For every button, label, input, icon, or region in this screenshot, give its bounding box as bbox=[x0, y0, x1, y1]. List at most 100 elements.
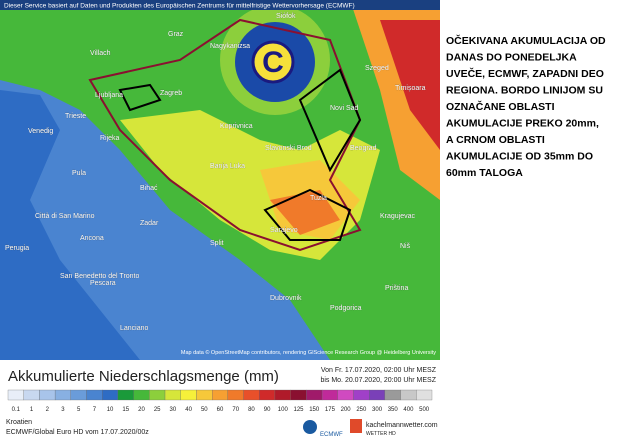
city-label: Siófok bbox=[276, 13, 296, 20]
legend-value: 0.1 bbox=[12, 407, 21, 413]
city-label: Dubrovnik bbox=[270, 295, 302, 302]
note-line: AKUMULACIJE PREKO 20mm, bbox=[446, 118, 599, 130]
legend-swatch bbox=[54, 389, 71, 401]
city-label: Nagykanizsa bbox=[210, 43, 250, 50]
legend-swatch bbox=[290, 389, 307, 401]
legend-value: 70 bbox=[232, 407, 239, 413]
city-label: Koprivnica bbox=[220, 123, 253, 130]
note-line: OZNAČANE OBLASTI bbox=[446, 100, 555, 113]
legend-value: 30 bbox=[170, 407, 177, 413]
note-line: OČEKIVANA AKUMULACIJA OD bbox=[446, 34, 606, 47]
city-label: Tuzla bbox=[310, 195, 327, 202]
note-line: UVEČE, ECMWF, ZAPADNI DEO bbox=[446, 67, 604, 80]
legend-value: 175 bbox=[325, 407, 336, 413]
city-label: Venedig bbox=[28, 128, 53, 135]
city-label: Città di San Marino bbox=[35, 213, 95, 220]
time-from: Von Fr. 17.07.2020, 02:00 Uhr MESZ bbox=[321, 367, 437, 374]
legend-swatch bbox=[306, 389, 323, 401]
legend-value: 5 bbox=[77, 407, 81, 413]
note-line: AKUMULACIJE OD 35mm DO bbox=[446, 151, 593, 163]
legend-title: Akkumulierte Niederschlagsmenge (mm) bbox=[8, 368, 279, 385]
legend-value: 50 bbox=[201, 407, 208, 413]
header: Dieser Service basiert auf Daten und Pro… bbox=[4, 3, 355, 10]
city-label: Priština bbox=[385, 285, 408, 292]
legend-value: 200 bbox=[341, 407, 352, 413]
legend-value: 60 bbox=[217, 407, 224, 413]
legend-swatch bbox=[416, 389, 433, 401]
note-line: 60mm TALOGA bbox=[446, 167, 523, 179]
city-label: Bihać bbox=[140, 185, 158, 192]
city-label: Split bbox=[210, 240, 224, 247]
city-label: Zadar bbox=[140, 220, 159, 227]
legend-value: 40 bbox=[185, 407, 192, 413]
city-label: Ljubljana bbox=[95, 92, 123, 99]
legend-swatch bbox=[259, 389, 276, 401]
legend-value: 1 bbox=[30, 407, 34, 413]
site: kachelmannwetter.com bbox=[366, 422, 438, 429]
model: ECMWF/Global Euro HD vom 17.07.2020/00z bbox=[6, 429, 149, 436]
cyclone-symbol: C bbox=[262, 46, 284, 79]
legend-swatch bbox=[211, 389, 229, 401]
city-label: Banja Luka bbox=[210, 163, 245, 170]
city-label: Trieste bbox=[65, 113, 86, 120]
city-label: San Benedetto del Tronto bbox=[60, 273, 139, 280]
legend-swatch bbox=[353, 389, 370, 401]
legend-swatch bbox=[337, 389, 354, 401]
city-label: Timișoara bbox=[395, 85, 426, 92]
city-label: Graz bbox=[168, 31, 184, 38]
country: Kroatien bbox=[6, 419, 32, 426]
city-label: Ancona bbox=[80, 235, 104, 242]
legend-swatch bbox=[227, 389, 244, 401]
legend-swatch bbox=[180, 389, 197, 401]
city-label: Zagreb bbox=[160, 90, 182, 97]
legend-swatch bbox=[23, 389, 40, 401]
legend-value: 100 bbox=[278, 407, 289, 413]
city-label: Niš bbox=[400, 243, 411, 250]
legend-swatch bbox=[400, 389, 417, 401]
legend-swatch bbox=[102, 389, 119, 401]
time-to: bis Mo. 20.07.2020, 20:00 Uhr MESZ bbox=[320, 377, 436, 384]
legend-value: 15 bbox=[122, 407, 129, 413]
city-label: Pula bbox=[72, 170, 86, 177]
legend-swatch bbox=[39, 389, 56, 401]
note-line: A CRNOM OBLASTI bbox=[446, 134, 545, 146]
legend-value: 2 bbox=[46, 407, 50, 413]
legend-value: 350 bbox=[388, 407, 399, 413]
legend-swatch bbox=[321, 389, 338, 401]
city-label: Perugia bbox=[5, 245, 29, 252]
legend-swatch bbox=[86, 389, 103, 401]
legend-swatch bbox=[164, 389, 181, 401]
note-line: REGIONA. BORDO LINIJOM SU bbox=[446, 85, 603, 97]
legend-value: 10 bbox=[107, 407, 114, 413]
ecmwf-logo bbox=[303, 420, 317, 434]
legend-value: 250 bbox=[356, 407, 367, 413]
city-label: Szeged bbox=[365, 65, 389, 72]
site-logo bbox=[350, 419, 362, 433]
legend-value: 150 bbox=[309, 407, 320, 413]
legend-value: 500 bbox=[419, 407, 430, 413]
attribution: Map data © OpenStreetMap contributors, r… bbox=[181, 349, 436, 356]
legend-value: 400 bbox=[403, 407, 414, 413]
legend-value: 20 bbox=[138, 407, 145, 413]
city-label: Villach bbox=[90, 50, 111, 57]
legend-value: 25 bbox=[154, 407, 161, 413]
legend-value: 125 bbox=[294, 407, 305, 413]
city-label: Kragujevac bbox=[380, 213, 416, 220]
legend-swatch bbox=[384, 389, 401, 401]
legend-value: 3 bbox=[61, 407, 65, 413]
legend-value: 80 bbox=[248, 407, 255, 413]
legend-swatch bbox=[369, 389, 386, 401]
legend-swatch bbox=[243, 389, 260, 401]
note-line: DANAS DO PONEDELJKA bbox=[446, 52, 577, 64]
brand: WETTER HD bbox=[366, 431, 396, 437]
legend-value: 90 bbox=[264, 407, 271, 413]
city-label: Slavonski Brod bbox=[265, 145, 312, 152]
legend-swatch bbox=[70, 389, 87, 401]
city-label: Novi Sad bbox=[330, 105, 359, 112]
city-label: Sarajevo bbox=[270, 227, 298, 234]
city-label: Beograd bbox=[350, 145, 377, 152]
legend-swatch bbox=[196, 389, 213, 401]
legend-swatch bbox=[7, 389, 24, 401]
city-label: Podgorica bbox=[330, 305, 362, 312]
